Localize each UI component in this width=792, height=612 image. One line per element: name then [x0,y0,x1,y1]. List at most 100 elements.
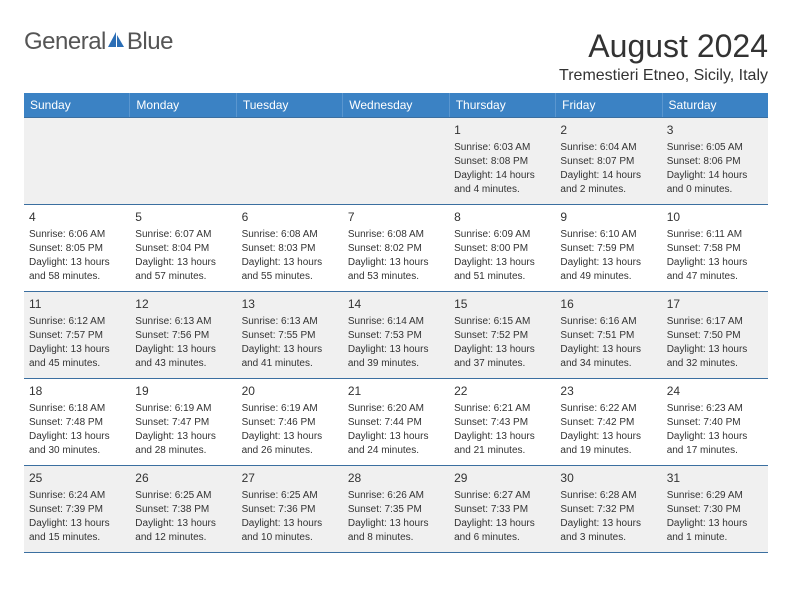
sunset-text: Sunset: 7:59 PM [560,242,656,256]
day-cell: 17Sunrise: 6:17 AMSunset: 7:50 PMDayligh… [662,292,768,378]
sunrise-text: Sunrise: 6:08 AM [242,228,338,242]
day-info: Sunrise: 6:12 AMSunset: 7:57 PMDaylight:… [29,315,125,371]
day-header-tuesday: Tuesday [237,93,343,117]
daylight-text: Daylight: 13 hours and 51 minutes. [454,256,550,284]
sunset-text: Sunset: 8:08 PM [454,155,550,169]
daylight-text: Daylight: 13 hours and 34 minutes. [560,343,656,371]
daylight-text: Daylight: 13 hours and 26 minutes. [242,430,338,458]
day-cell [237,118,343,204]
day-number: 8 [454,209,550,226]
day-cell: 2 Sunrise: 6:04 AMSunset: 8:07 PMDaylight… [555,118,661,204]
sunrise-text: Sunrise: 6:13 AM [242,315,338,329]
daylight-text: Daylight: 13 hours and 8 minutes. [348,517,444,545]
daylight-text: Daylight: 13 hours and 19 minutes. [560,430,656,458]
day-number: 9 [560,209,656,226]
day-info: Sunrise: 6:28 AMSunset: 7:32 PMDaylight:… [560,489,656,545]
day-number: 6 [242,209,338,226]
sunrise-text: Sunrise: 6:08 AM [348,228,444,242]
day-number: 18 [29,383,125,400]
week-row: 18 Sunrise: 6:18 AMSunset: 7:48 PMDayligh… [24,378,768,465]
sunset-text: Sunset: 7:44 PM [348,416,444,430]
day-number: 25 [29,470,125,487]
week-row: 25 Sunrise: 6:24 AMSunset: 7:39 PMDayligh… [24,465,768,552]
day-number: 24 [667,383,763,400]
day-info: Sunrise: 6:16 AMSunset: 7:51 PMDaylight:… [560,315,656,371]
day-cell: 15Sunrise: 6:15 AMSunset: 7:52 PMDayligh… [449,292,555,378]
sunset-text: Sunset: 7:58 PM [667,242,763,256]
day-header-friday: Friday [556,93,662,117]
sunset-text: Sunset: 7:55 PM [242,329,338,343]
day-info: Sunrise: 6:10 AMSunset: 7:59 PMDaylight:… [560,228,656,284]
daylight-text: Daylight: 13 hours and 28 minutes. [135,430,231,458]
day-cell: 7Sunrise: 6:08 AMSunset: 8:02 PMDaylight… [343,205,449,291]
daylight-text: Daylight: 13 hours and 1 minute. [667,517,763,545]
day-info: Sunrise: 6:20 AMSunset: 7:44 PMDaylight:… [348,402,444,458]
sunset-text: Sunset: 7:33 PM [454,503,550,517]
daylight-text: Daylight: 13 hours and 37 minutes. [454,343,550,371]
sunset-text: Sunset: 7:42 PM [560,416,656,430]
day-info: Sunrise: 6:08 AMSunset: 8:03 PMDaylight:… [242,228,338,284]
logo-text-blue: Blue [127,28,173,56]
sunset-text: Sunset: 7:51 PM [560,329,656,343]
daylight-text: Daylight: 13 hours and 57 minutes. [135,256,231,284]
daylight-text: Daylight: 13 hours and 17 minutes. [667,430,763,458]
sunrise-text: Sunrise: 6:03 AM [454,141,550,155]
sunset-text: Sunset: 8:00 PM [454,242,550,256]
day-cell: 1 Sunrise: 6:03 AMSunset: 8:08 PMDaylight… [449,118,555,204]
day-info: Sunrise: 6:18 AMSunset: 7:48 PMDaylight:… [29,402,125,458]
sunrise-text: Sunrise: 6:23 AM [667,402,763,416]
day-cell: 27Sunrise: 6:25 AMSunset: 7:36 PMDayligh… [237,466,343,552]
sunrise-text: Sunrise: 6:19 AM [242,402,338,416]
day-header-wednesday: Wednesday [343,93,449,117]
sunrise-text: Sunrise: 6:24 AM [29,489,125,503]
sunrise-text: Sunrise: 6:22 AM [560,402,656,416]
day-info: Sunrise: 6:03 AMSunset: 8:08 PMDaylight:… [454,141,550,197]
day-info: Sunrise: 6:23 AMSunset: 7:40 PMDaylight:… [667,402,763,458]
sunrise-text: Sunrise: 6:05 AM [667,141,763,155]
logo-text-general: General [24,28,106,56]
day-number: 27 [242,470,338,487]
sunset-text: Sunset: 7:36 PM [242,503,338,517]
day-cell: 4Sunrise: 6:06 AMSunset: 8:05 PMDaylight… [24,205,130,291]
sunrise-text: Sunrise: 6:10 AM [560,228,656,242]
daylight-text: Daylight: 14 hours and 2 minutes. [560,169,656,197]
sunset-text: Sunset: 7:57 PM [29,329,125,343]
sunset-text: Sunset: 7:43 PM [454,416,550,430]
daylight-text: Daylight: 14 hours and 4 minutes. [454,169,550,197]
sunset-text: Sunset: 8:06 PM [667,155,763,169]
sunset-text: Sunset: 7:52 PM [454,329,550,343]
day-number: 2 [560,122,656,139]
day-cell: 18 Sunrise: 6:18 AMSunset: 7:48 PMDayligh… [24,379,130,465]
day-cell: 9 Sunrise: 6:10 AMSunset: 7:59 PMDaylight… [555,205,661,291]
day-number: 1 [454,122,550,139]
day-number: 16 [560,296,656,313]
day-info: Sunrise: 6:24 AMSunset: 7:39 PMDaylight:… [29,489,125,545]
day-info: Sunrise: 6:09 AMSunset: 8:00 PMDaylight:… [454,228,550,284]
daylight-text: Daylight: 13 hours and 47 minutes. [667,256,763,284]
day-number: 14 [348,296,444,313]
day-info: Sunrise: 6:29 AMSunset: 7:30 PMDaylight:… [667,489,763,545]
day-number: 11 [29,296,125,313]
sunset-text: Sunset: 8:03 PM [242,242,338,256]
day-number: 26 [135,470,231,487]
sunset-text: Sunset: 8:05 PM [29,242,125,256]
daylight-text: Daylight: 14 hours and 0 minutes. [667,169,763,197]
day-info: Sunrise: 6:21 AMSunset: 7:43 PMDaylight:… [454,402,550,458]
day-cell: 21Sunrise: 6:20 AMSunset: 7:44 PMDayligh… [343,379,449,465]
sunrise-text: Sunrise: 6:09 AM [454,228,550,242]
daylight-text: Daylight: 13 hours and 43 minutes. [135,343,231,371]
day-header-sunday: Sunday [24,93,130,117]
day-info: Sunrise: 6:08 AMSunset: 8:02 PMDaylight:… [348,228,444,284]
day-info: Sunrise: 6:22 AMSunset: 7:42 PMDaylight:… [560,402,656,458]
day-info: Sunrise: 6:17 AMSunset: 7:50 PMDaylight:… [667,315,763,371]
weeks-container: 1Sunrise: 6:03 AMSunset: 8:08 PMDaylight… [24,117,768,552]
daylight-text: Daylight: 13 hours and 21 minutes. [454,430,550,458]
sunset-text: Sunset: 8:07 PM [560,155,656,169]
sunrise-text: Sunrise: 6:25 AM [135,489,231,503]
day-number: 20 [242,383,338,400]
sunrise-text: Sunrise: 6:04 AM [560,141,656,155]
sunset-text: Sunset: 7:38 PM [135,503,231,517]
sunrise-text: Sunrise: 6:25 AM [242,489,338,503]
day-cell: 12Sunrise: 6:13 AMSunset: 7:56 PMDayligh… [130,292,236,378]
day-info: Sunrise: 6:13 AMSunset: 7:56 PMDaylight:… [135,315,231,371]
